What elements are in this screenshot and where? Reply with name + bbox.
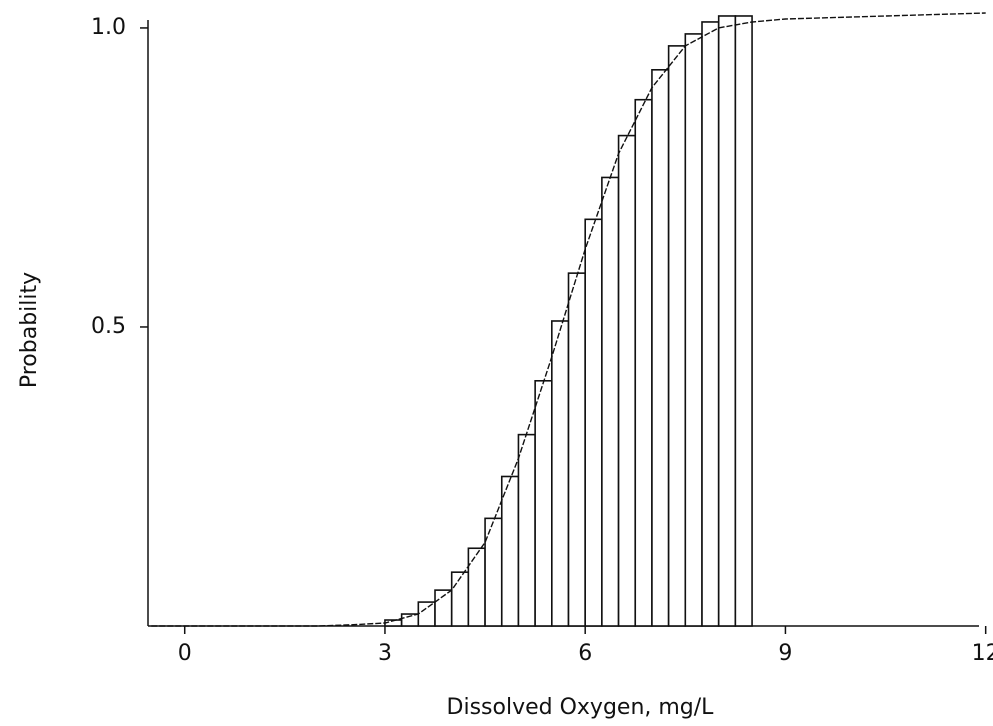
bar: [734, 15, 753, 627]
bar: [584, 218, 603, 627]
bar: [467, 547, 486, 627]
x-axis-label: Dissolved Oxygen, mg/L: [447, 695, 715, 720]
y-tick-label: 1.0: [91, 15, 126, 40]
x-tick-label: 9: [778, 641, 792, 666]
bar: [601, 176, 620, 627]
y-tick-label: 0.5: [91, 314, 126, 339]
bar: [684, 33, 703, 627]
bar: [634, 98, 653, 627]
bar: [551, 320, 570, 627]
bar: [500, 475, 520, 627]
bar: [567, 272, 586, 627]
x-tick-label: 0: [178, 641, 192, 666]
x-tick-label: 12: [972, 641, 993, 666]
bar: [517, 433, 536, 627]
x-tick-label: 6: [578, 641, 592, 666]
bar: [484, 517, 503, 627]
bar: [667, 45, 687, 627]
cdf-curve: [151, 12, 986, 627]
bar: [534, 379, 553, 627]
bar: [417, 601, 436, 627]
y-axis-label: Probability: [17, 272, 42, 388]
x-tick-label: 3: [378, 641, 392, 666]
bar: [617, 134, 637, 627]
bar: [450, 571, 470, 627]
bar: [717, 15, 737, 627]
bar: [701, 21, 720, 627]
bar: [651, 69, 670, 627]
